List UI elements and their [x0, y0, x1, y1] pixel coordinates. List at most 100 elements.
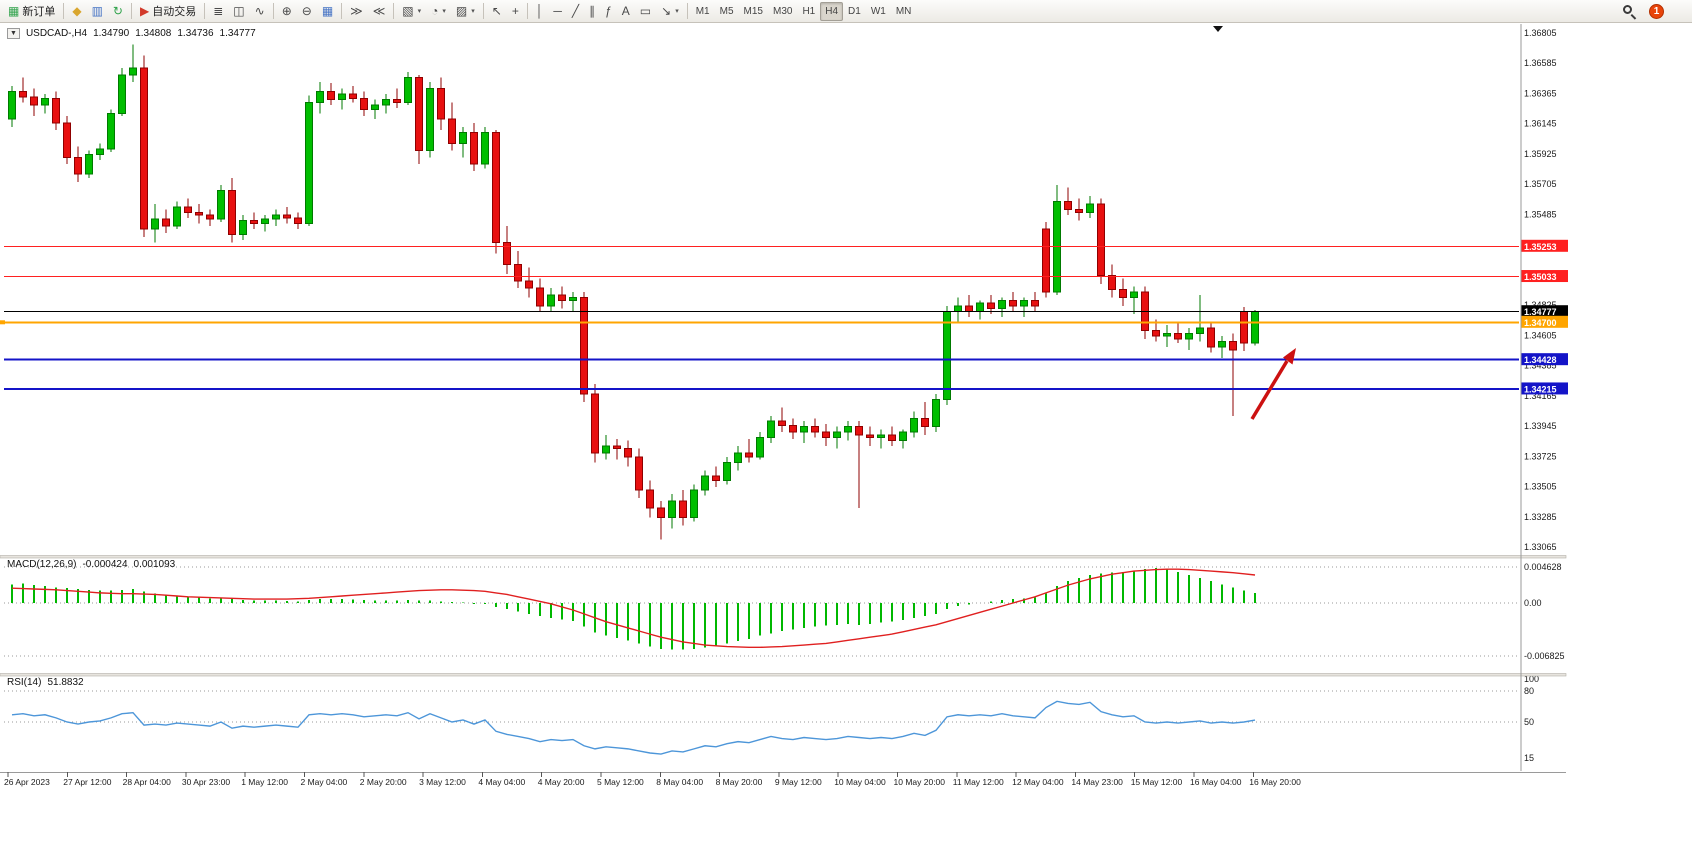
timeframe-h4[interactable]: H4	[820, 1, 844, 21]
candle-body	[1064, 200, 1072, 211]
new-order-icon: ▦	[8, 4, 20, 18]
template-icon: ▨	[455, 4, 468, 18]
orange-line-left-marker	[0, 320, 5, 325]
line-chart-button[interactable]: ∿	[250, 2, 270, 21]
timeframe-w1[interactable]: W1	[866, 2, 891, 21]
resistance-2-badge-label: 1.35033	[1524, 272, 1557, 282]
navigator-button[interactable]: ▥	[87, 2, 108, 21]
trendline-button[interactable]: ╱	[567, 2, 584, 21]
candle-body	[789, 424, 797, 433]
new-chart-button[interactable]: ▧ ▾	[397, 2, 426, 21]
candle-body	[118, 74, 126, 114]
timeframe-h1[interactable]: H1	[797, 2, 820, 21]
zoom-in-button[interactable]: ⊕	[277, 2, 297, 21]
chart-canvas[interactable]: 1.36805 1.36585 1.36365 1.36145 1.35925 1.357…	[0, 0, 1692, 800]
notification-badge[interactable]: 1	[1649, 4, 1664, 19]
candle-body	[173, 206, 181, 227]
toolbar-separator	[63, 3, 65, 19]
timeframe-d1-label: D1	[848, 5, 861, 17]
text-label-button[interactable]: ▭	[635, 2, 656, 21]
candle-body	[701, 475, 709, 491]
candlestick-chart-button[interactable]: ◫	[228, 2, 249, 21]
candle-body	[679, 500, 687, 518]
panel-splitter[interactable]	[0, 555, 1567, 559]
cursor-icon: ↖	[491, 4, 502, 18]
auto-trading-button-label: 自动交易	[152, 6, 197, 18]
toolbar-separator	[393, 3, 395, 19]
time-axis-label: 27 Apr 12:00	[63, 777, 111, 787]
cursor-button[interactable]: ↖	[487, 2, 507, 21]
time-axis-label: 4 May 20:00	[538, 777, 585, 787]
templates-button[interactable]: ▨ ▾	[451, 2, 480, 21]
toolbar-separator	[341, 3, 343, 19]
candle-body	[250, 220, 258, 224]
bar-chart-button[interactable]: ≣	[208, 2, 228, 21]
candle-body	[404, 77, 412, 103]
auto-scroll-button[interactable]: ≫	[345, 2, 368, 21]
candle-body	[844, 426, 852, 433]
price-axis-tick: 1.36145	[1524, 119, 1557, 129]
rsi-line	[11, 700, 1256, 755]
vertical-line-button[interactable]: │	[531, 2, 549, 21]
market-watch-button[interactable]: ◆	[67, 2, 86, 21]
candle-body	[591, 393, 599, 454]
refresh-button[interactable]: ↻	[108, 2, 128, 21]
candle-body	[261, 218, 269, 224]
search-icon[interactable]	[1623, 4, 1637, 20]
timeframe-m5[interactable]: M5	[715, 2, 739, 21]
new-order-button[interactable]: ▦ 新订单	[3, 2, 60, 21]
tile-windows-button[interactable]: ▦	[317, 2, 338, 21]
candle-body	[1196, 327, 1204, 334]
timeframe-m1-label: M1	[695, 5, 710, 17]
time-axis-label: 14 May 23:00	[1071, 777, 1123, 787]
candle-body	[536, 287, 544, 307]
candle-body	[8, 90, 16, 120]
text-label-icon: ▭	[639, 4, 652, 18]
timeframe-d1[interactable]: D1	[843, 2, 866, 21]
timeframe-w1-label: W1	[870, 5, 886, 17]
panel-splitter[interactable]	[0, 673, 1567, 677]
macd-histogram	[11, 567, 1256, 650]
timeframe-m1[interactable]: M1	[691, 2, 715, 21]
timeframe-m30[interactable]: M30	[768, 2, 797, 21]
auto-trading-icon: ▶	[139, 4, 150, 18]
horizontal-line-button[interactable]: ─	[548, 2, 567, 21]
channel-icon: ∥	[589, 4, 596, 18]
time-axis-label: 15 May 12:00	[1131, 777, 1183, 787]
text-button[interactable]: A	[617, 2, 635, 21]
periods-button[interactable]: ◔ ▾	[426, 2, 451, 21]
time-axis-label: 11 May 12:00	[953, 777, 1004, 787]
time-axis-label: 4 May 04:00	[478, 777, 525, 787]
timeframe-h4-label: H4	[825, 5, 839, 17]
candle-body	[635, 456, 643, 491]
candle-body	[1020, 299, 1028, 307]
candle-body	[437, 88, 445, 120]
candle-body	[1152, 330, 1160, 337]
resistance-2-badge	[1521, 270, 1568, 283]
zoom-out-button[interactable]: ⊖	[297, 2, 317, 21]
trend-arrow-head[interactable]	[1283, 348, 1296, 365]
chart-scroll-position-marker[interactable]	[1213, 26, 1223, 32]
candle-body	[569, 297, 577, 301]
timeframe-m15[interactable]: M15	[739, 2, 768, 21]
candle-body	[910, 418, 918, 433]
channel-button[interactable]: ∥	[584, 2, 600, 21]
candle-body	[1207, 327, 1215, 348]
candle-body	[206, 214, 214, 220]
fibonacci-button[interactable]: ƒ	[600, 2, 617, 21]
candle-body	[1251, 311, 1259, 344]
symbol-dropdown-icon[interactable]: ▼	[7, 28, 20, 39]
crosshair-button[interactable]: +	[507, 2, 524, 21]
chart-shift-button[interactable]: ≪	[368, 2, 391, 21]
arrow-tools-button[interactable]: ↘ ▾	[656, 2, 684, 21]
toolbar-separator	[482, 3, 484, 19]
candle-body	[41, 97, 49, 106]
rsi-value: 51.8832	[47, 677, 84, 688]
auto-trading-button[interactable]: ▶ 自动交易	[135, 2, 201, 21]
trend-arrow-line[interactable]	[1250, 360, 1289, 420]
candle-body	[96, 148, 104, 156]
navigator-icon: ▥	[91, 4, 103, 18]
time-axis-label: 2 May 04:00	[301, 777, 348, 787]
line-chart-icon: ∿	[254, 4, 265, 18]
timeframe-mn[interactable]: MN	[891, 2, 917, 21]
